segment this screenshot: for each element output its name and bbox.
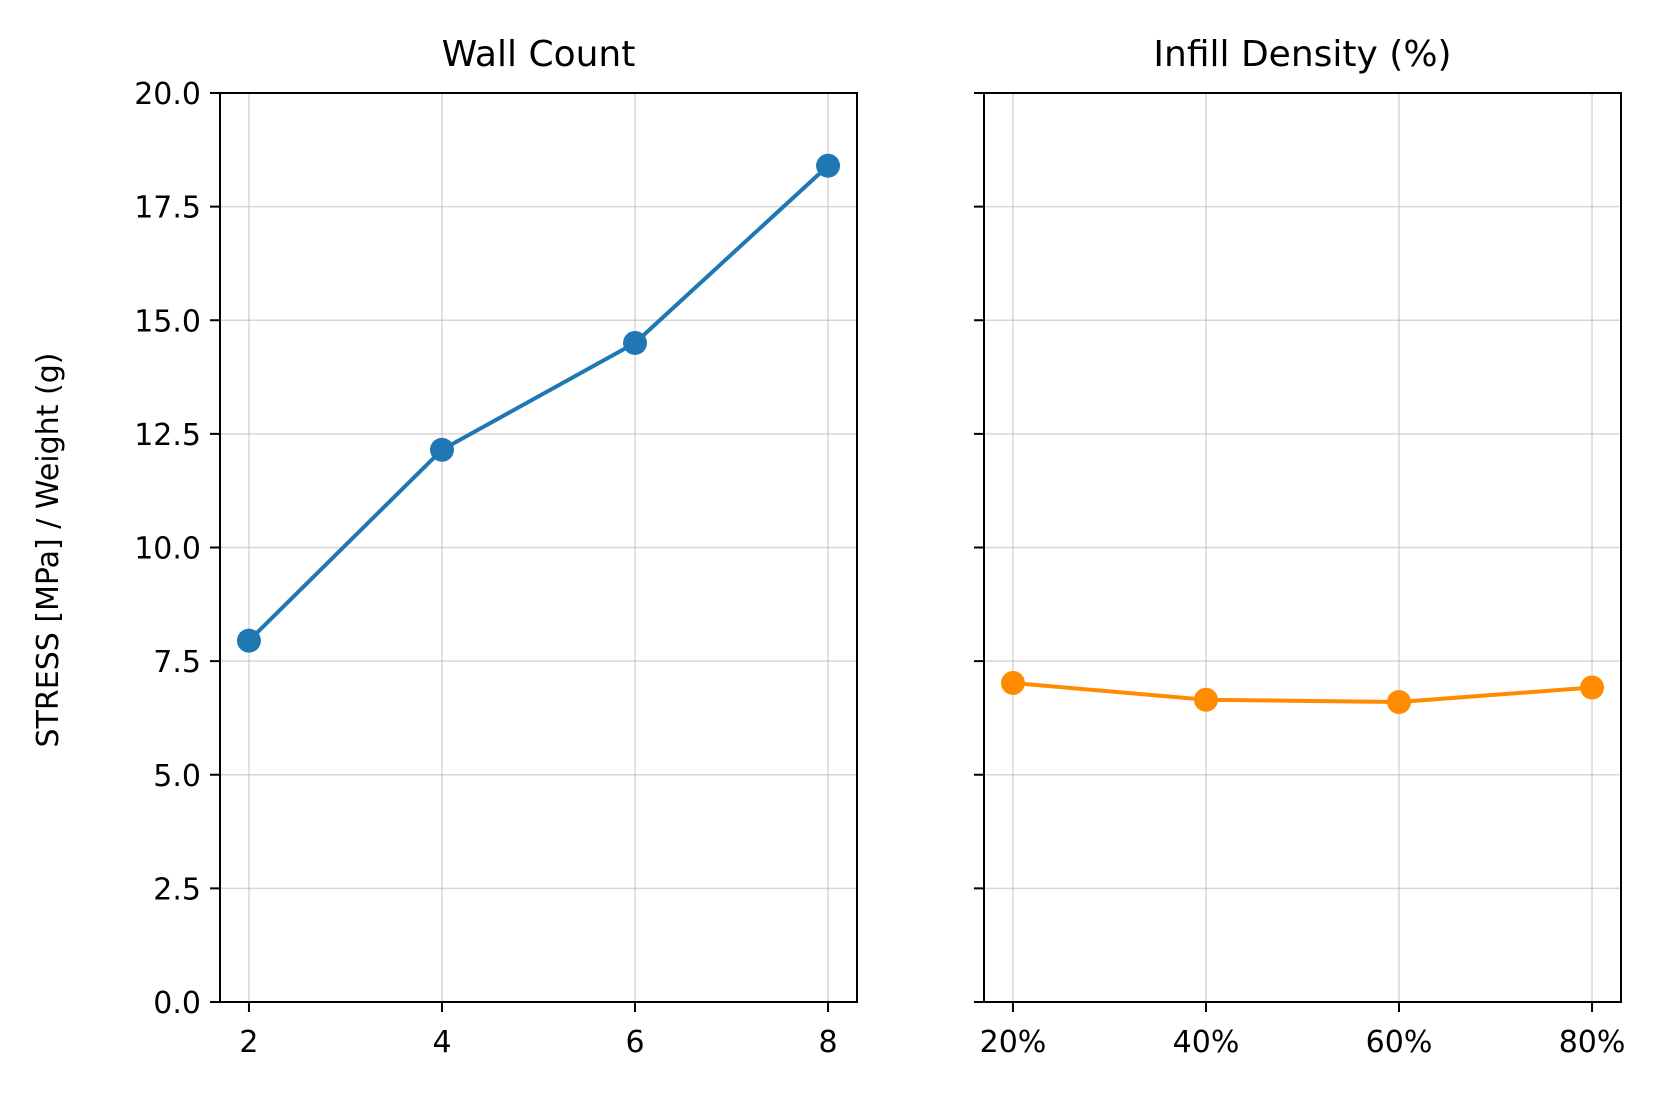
wall-count-y-tick-label: 2.5 xyxy=(153,872,201,907)
infill-density-data-point xyxy=(1387,690,1412,715)
wall-count-y-tick-label: 17.5 xyxy=(134,191,201,226)
infill-density-title: Infill Density (%) xyxy=(1153,34,1451,75)
wall-count-title: Wall Count xyxy=(442,34,636,75)
infill-density-data-point xyxy=(1193,687,1218,712)
infill-density-series-line xyxy=(1010,680,1595,705)
infill-density-x-tick-label: 40% xyxy=(1173,1025,1240,1060)
wall-count-data-point xyxy=(236,628,261,653)
wall-count-y-tick-label: 20.0 xyxy=(134,77,201,112)
wall-count-data-point xyxy=(623,330,648,355)
wall-count-data-point xyxy=(816,153,841,178)
wall-count-data-point xyxy=(429,437,454,462)
wall-count-y-tick-label: 5.0 xyxy=(153,759,201,794)
wall-count-y-tick-label: 12.5 xyxy=(134,418,201,453)
infill-density-data-point xyxy=(1580,675,1605,700)
wall-count-x-tick-label: 4 xyxy=(432,1025,451,1060)
wall-count-series-line xyxy=(246,163,831,643)
infill-density-data-point xyxy=(1000,670,1025,695)
wall-count-x-tick-label: 2 xyxy=(239,1025,258,1060)
wall-count-y-tick-label: 7.5 xyxy=(153,645,201,680)
infill-density-x-tick-label: 80% xyxy=(1559,1025,1626,1060)
figure-ylabel: STRESS [MPa] / Weight (g) xyxy=(31,353,66,748)
wall-count-y-tick-label: 0.0 xyxy=(153,986,201,1021)
wall-count-x-tick-label: 6 xyxy=(625,1025,644,1060)
wall-count-y-tick-label: 10.0 xyxy=(134,532,201,567)
wall-count-panel: Wall Count 2 4 6 8 0.0 2.5 5.0 7.5 10.0 12.5 15.0 17… xyxy=(134,34,858,1060)
wall-count-y-tick-label: 15.0 xyxy=(134,304,201,339)
infill-density-x-tick-label: 60% xyxy=(1366,1025,1433,1060)
wall-count-x-tick-label: 8 xyxy=(818,1025,837,1060)
infill-density-panel: Infill Density (%) 20% 40% 60% 80% xyxy=(974,34,1625,1060)
infill-density-x-tick-label: 20% xyxy=(980,1025,1047,1060)
